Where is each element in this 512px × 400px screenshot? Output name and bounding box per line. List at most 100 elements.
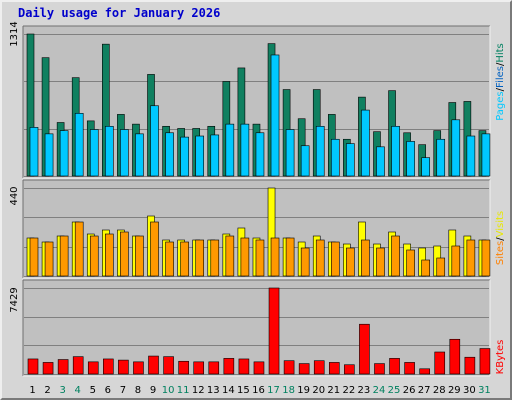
x-tick-label-2: 2 [44, 385, 50, 396]
bar-sites-27 [421, 259, 430, 277]
x-tick-label-1: 1 [29, 385, 35, 396]
bar-kbytes-19 [298, 363, 310, 375]
bar-pages-10 [165, 132, 174, 177]
legend-separator: / [495, 87, 506, 91]
bar-kbytes-22 [344, 364, 355, 375]
bar-kbytes-31 [479, 348, 491, 375]
bar-kbytes-12 [193, 361, 205, 375]
x-tick-label-22: 22 [342, 385, 355, 396]
bar-sites-9 [150, 221, 159, 277]
legend-item-visits: Visits [495, 211, 506, 238]
x-tick-label-25: 25 [388, 385, 401, 396]
bar-sites-12 [195, 239, 205, 277]
legend-hits-files-pages: Pages/Files/Hits [495, 43, 506, 121]
bar-sites-5 [89, 235, 99, 277]
bar-kbytes-9 [148, 355, 159, 375]
bar-pages-23 [361, 109, 370, 177]
legend-separator: / [495, 237, 506, 241]
peak-label-visits-sites: 440 [9, 186, 20, 205]
bar-sites-4 [74, 221, 84, 277]
bar-kbytes-17 [268, 287, 280, 375]
x-tick-label-16: 16 [252, 385, 265, 396]
legend-item-files: Files [495, 66, 506, 88]
bar-kbytes-6 [103, 358, 114, 375]
bar-sites-6 [105, 233, 114, 277]
bar-kbytes-30 [464, 356, 476, 375]
bar-pages-1 [29, 127, 39, 177]
bar-sites-31 [481, 239, 491, 277]
bar-kbytes-5 [87, 361, 99, 375]
bar-kbytes-20 [313, 360, 325, 375]
x-tick-label-26: 26 [403, 385, 416, 396]
legend-item-kbytes: KBytes [495, 340, 506, 375]
bar-pages-16 [255, 132, 265, 177]
bar-pages-12 [195, 135, 205, 177]
bar-kbytes-7 [118, 359, 129, 375]
bar-pages-17 [270, 54, 280, 177]
bar-sites-18 [285, 237, 295, 277]
bar-kbytes-15 [238, 358, 250, 375]
bar-sites-26 [406, 249, 415, 277]
peak-label-kbytes: 7429 [9, 287, 20, 312]
x-tick-label-13: 13 [207, 385, 220, 396]
bar-kbytes-24 [374, 363, 385, 375]
bar-pages-8 [135, 133, 144, 177]
bar-pages-29 [451, 119, 461, 177]
x-tick-label-18: 18 [282, 385, 295, 396]
bar-kbytes-13 [208, 361, 220, 375]
bar-pages-27 [421, 157, 430, 177]
bar-kbytes-21 [328, 362, 340, 375]
bar-kbytes-18 [283, 360, 295, 375]
x-tick-label-27: 27 [418, 385, 431, 396]
bar-sites-30 [466, 239, 476, 277]
chart-title: Daily usage for January 2026 [18, 6, 221, 20]
legend-visits-sites: Sites/Visits [495, 211, 506, 265]
bar-kbytes-10 [163, 356, 174, 375]
x-tick-label-12: 12 [192, 385, 205, 396]
bar-sites-15 [240, 237, 250, 277]
bar-sites-20 [315, 239, 325, 277]
x-tick-label-4: 4 [75, 385, 81, 396]
bar-kbytes-28 [434, 351, 446, 375]
x-tick-label-17: 17 [267, 385, 280, 396]
bar-pages-20 [315, 125, 325, 177]
bar-sites-28 [436, 257, 446, 277]
bar-pages-7 [120, 129, 129, 177]
x-tick-label-24: 24 [373, 385, 386, 396]
bar-sites-8 [135, 235, 144, 277]
bar-sites-24 [376, 247, 385, 277]
bar-pages-21 [330, 138, 340, 177]
bar-kbytes-23 [359, 323, 370, 375]
x-tick-label-10: 10 [162, 385, 175, 396]
legend-item-sites: Sites [495, 241, 506, 265]
bar-sites-11 [180, 241, 189, 277]
bar-sites-3 [59, 235, 69, 277]
x-tick-label-3: 3 [59, 385, 65, 396]
bar-pages-11 [180, 136, 189, 177]
bar-pages-4 [74, 113, 84, 177]
bar-kbytes-16 [253, 361, 265, 375]
bar-kbytes-2 [42, 362, 54, 375]
bar-sites-25 [391, 235, 400, 277]
x-tick-label-15: 15 [237, 385, 250, 396]
bar-kbytes-3 [57, 359, 69, 375]
x-tick-label-31: 31 [478, 385, 491, 396]
bar-pages-22 [346, 143, 355, 177]
bar-pages-3 [59, 130, 69, 177]
bar-pages-24 [376, 146, 385, 177]
bar-pages-26 [406, 141, 415, 177]
x-tick-label-21: 21 [327, 385, 340, 396]
bar-kbytes-1 [27, 358, 39, 375]
x-tick-label-29: 29 [448, 385, 461, 396]
bar-sites-10 [165, 241, 174, 277]
bar-sites-13 [210, 239, 220, 277]
x-tick-label-9: 9 [150, 385, 156, 396]
bar-kbytes-14 [223, 358, 235, 375]
bar-sites-14 [225, 235, 235, 277]
legend-kbytes: KBytes [495, 340, 506, 375]
bar-pages-13 [210, 134, 220, 177]
bar-pages-14 [225, 123, 235, 177]
bar-kbytes-27 [419, 368, 430, 375]
x-tick-label-6: 6 [105, 385, 111, 396]
bar-sites-16 [255, 239, 265, 277]
